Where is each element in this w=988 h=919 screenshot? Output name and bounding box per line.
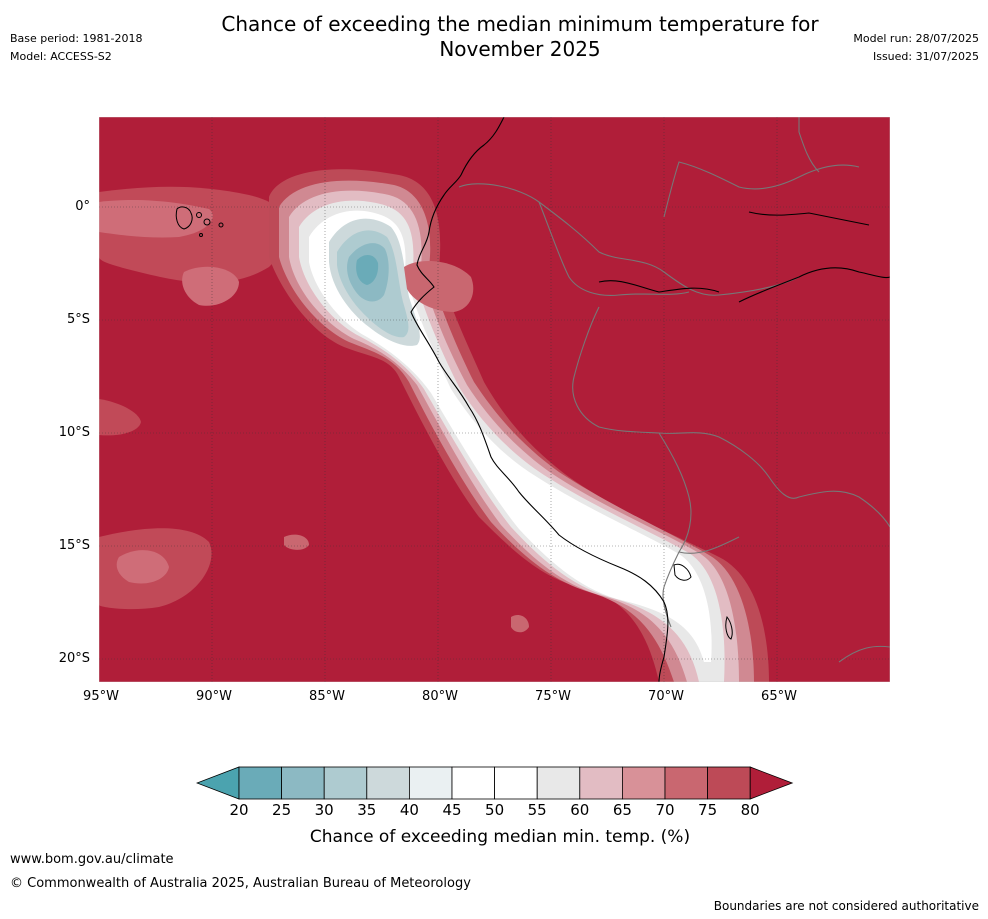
colorbar-tick-label: 55 [527,801,547,819]
colorbar-segment [238,766,282,800]
colorbar-extend-low [195,766,240,800]
issued-date: Issued: 31/07/2025 [872,50,979,63]
region-southwest-inner [116,550,169,584]
lon-label-70w: 70°W [648,689,684,704]
colorbar-segment [366,766,410,800]
lon-label-95w: 95°W [83,689,119,704]
colorbar-segment [408,766,453,800]
galapagos-islands [175,206,224,237]
colorbar-segment [536,766,581,800]
lat-label-10s: 10°S [58,425,90,440]
lon-label-65w: 65°W [761,689,797,704]
colorbar-segment [494,766,538,800]
colorbar-tick-label: 25 [272,801,292,819]
colorbar-segment [323,766,368,800]
colorbar-segment [664,766,708,800]
lon-label-80w: 80°W [422,689,458,704]
colorbar-tick-label: 70 [655,801,675,819]
lon-label-75w: 75°W [535,689,571,704]
colorbar-tick-label: 45 [442,801,462,819]
region-west-patch-2 [182,266,239,306]
country-borders [458,117,890,663]
colorbar [195,766,796,800]
colorbar-tick-label: 30 [314,801,334,819]
model-run: Model run: 28/07/2025 [853,32,979,45]
colorbar-segment [707,766,751,800]
region-west-edge [99,399,141,436]
region-small-patch-2 [511,615,529,633]
lat-label-15s: 15°S [58,538,90,553]
coastlines [410,117,890,682]
lat-label-5s: 5°S [66,312,90,327]
footer-copyright: © Commonwealth of Australia 2025, Austra… [10,876,471,891]
title-line-2: November 2025 [439,37,601,61]
meta-left: Base period: 1981-2018 Model: ACCESS-S2 [10,30,142,66]
footer-note: Boundaries are not considered authoritat… [713,899,979,913]
colorbar-tick-label: 50 [485,801,505,819]
lat-label-20s: 20°S [58,651,90,666]
colorbar-tick-label: 80 [740,801,760,819]
grid-lines [99,117,890,682]
colorbar-segment [621,766,666,800]
map-svg [99,117,890,682]
meta-right: Model run: 28/07/2025 Issued: 31/07/2025 [853,30,979,66]
probability-map [99,117,890,682]
footer-url: www.bom.gov.au/climate [10,852,174,867]
colorbar-label: Chance of exceeding median min. temp. (%… [309,827,691,847]
lat-label-0: 0° [75,199,90,214]
base-period: Base period: 1981-2018 [10,32,143,45]
colorbar-tick-label: 40 [399,801,419,819]
colorbar-tick-label: 75 [698,801,718,819]
lon-label-85w: 85°W [309,689,345,704]
region-small-patch [284,534,309,550]
cool-core-25 [356,254,379,285]
lon-label-90w: 90°W [196,689,232,704]
colorbar-svg [195,766,794,800]
region-west-patch-inner [99,199,213,238]
colorbar-tick-label: 35 [357,801,377,819]
colorbar-segment [281,766,325,800]
colorbar-tick-label: 20 [229,801,249,819]
colorbar-segment [579,766,623,800]
lake-titicaca [673,563,733,640]
model-name: Model: ACCESS-S2 [10,50,112,63]
colorbar-tick-label: 60 [570,801,590,819]
title-line-1: Chance of exceeding the median minimum t… [221,12,819,36]
colorbar-segment [451,766,495,800]
colorbar-extend-high [749,766,794,800]
colorbar-tick-label: 65 [612,801,632,819]
map-title: Chance of exceeding the median minimum t… [170,12,870,62]
